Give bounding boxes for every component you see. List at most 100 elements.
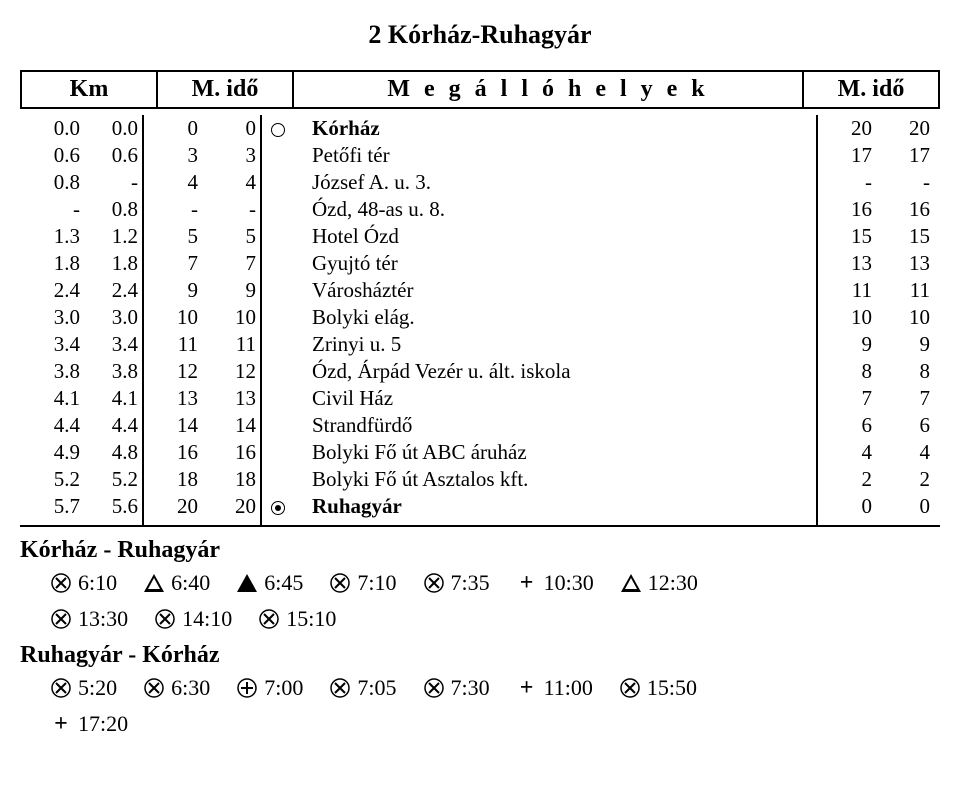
time-text: 15:50: [647, 675, 697, 701]
stop-marker-icon: [261, 385, 294, 412]
col-m4: 16: [876, 196, 940, 223]
times-row: +17:20: [50, 711, 940, 737]
circle-plus-icon: [236, 677, 258, 699]
col-m2: 9: [202, 277, 261, 304]
col-m3: 13: [817, 250, 876, 277]
col-m3: 7: [817, 385, 876, 412]
time-item: 7:05: [329, 675, 396, 701]
col-m3: 15: [817, 223, 876, 250]
col-m1: 13: [143, 385, 202, 412]
col-km2: 5.6: [84, 493, 143, 526]
section-rg-kh-times: 5:206:307:007:057:30+11:0015:50+17:20: [20, 675, 940, 737]
col-m3: 16: [817, 196, 876, 223]
table-row: 0.8-44József A. u. 3.--: [20, 169, 940, 196]
col-km1: 0.0: [20, 115, 84, 142]
time-item: +10:30: [516, 570, 594, 596]
time-text: 13:30: [78, 606, 128, 632]
col-m4: 20: [876, 115, 940, 142]
plus-icon: +: [516, 677, 538, 699]
time-item: 6:45: [236, 570, 303, 596]
col-m3: 20: [817, 115, 876, 142]
table-row: 0.00.000Kórház2020: [20, 115, 940, 142]
stop-marker-icon: [261, 115, 294, 142]
col-km2: 3.0: [84, 304, 143, 331]
stop-name: Bolyki Fő út Asztalos kft.: [294, 466, 817, 493]
col-km1: 5.7: [20, 493, 84, 526]
times-row: 13:30 14:10 15:10: [50, 606, 940, 632]
col-m4: 11: [876, 277, 940, 304]
hammers-icon: [50, 608, 72, 630]
col-m1: 3: [143, 142, 202, 169]
col-km1: 3.0: [20, 304, 84, 331]
col-m3: -: [817, 169, 876, 196]
col-km2: 0.8: [84, 196, 143, 223]
stop-marker-icon: [261, 304, 294, 331]
stop-marker-icon: [261, 331, 294, 358]
col-m4: 15: [876, 223, 940, 250]
hammers-icon: [143, 677, 165, 699]
col-km1: 4.1: [20, 385, 84, 412]
col-m2: 13: [202, 385, 261, 412]
table-row: 3.83.81212Ózd, Árpád Vezér u. ált. iskol…: [20, 358, 940, 385]
col-km1: 5.2: [20, 466, 84, 493]
time-item: 7:30: [423, 675, 490, 701]
col-m4: 7: [876, 385, 940, 412]
stop-name: Zrinyi u. 5: [294, 331, 817, 358]
table-row: 4.44.41414Strandfürdő66: [20, 412, 940, 439]
time-item: 5:20: [50, 675, 117, 701]
hammers-icon: [154, 608, 176, 630]
time-item: 6:10: [50, 570, 117, 596]
col-m4: 6: [876, 412, 940, 439]
triangle-open-icon: [620, 572, 642, 594]
stop-name: Civil Ház: [294, 385, 817, 412]
time-item: 6:30: [143, 675, 210, 701]
col-m3: 2: [817, 466, 876, 493]
time-text: 5:20: [78, 675, 117, 701]
col-m4: 13: [876, 250, 940, 277]
table-row: 5.75.62020Ruhagyár00: [20, 493, 940, 526]
stop-marker-icon: [261, 277, 294, 304]
col-m2: -: [202, 196, 261, 223]
col-m3: 6: [817, 412, 876, 439]
triangle-solid-icon: [236, 572, 258, 594]
time-text: 14:10: [182, 606, 232, 632]
col-m3: 9: [817, 331, 876, 358]
time-text: 7:30: [451, 675, 490, 701]
stop-marker-icon: [261, 142, 294, 169]
col-m4: 0: [876, 493, 940, 526]
stop-marker-icon: [261, 412, 294, 439]
col-km2: 3.4: [84, 331, 143, 358]
stop-name: Városháztér: [294, 277, 817, 304]
table-row: 4.94.81616Bolyki Fő út ABC áruház44: [20, 439, 940, 466]
col-m4: -: [876, 169, 940, 196]
col-km2: -: [84, 169, 143, 196]
col-m3: 8: [817, 358, 876, 385]
col-km1: 4.9: [20, 439, 84, 466]
header-mido-right: M. idő: [803, 71, 939, 108]
col-m3: 4: [817, 439, 876, 466]
schedule-title: 2 Kórház-Ruhagyár: [20, 20, 940, 50]
col-m3: 17: [817, 142, 876, 169]
time-text: 17:20: [78, 711, 128, 737]
col-m1: 7: [143, 250, 202, 277]
stop-name: Ruhagyár: [294, 493, 817, 526]
col-km2: 2.4: [84, 277, 143, 304]
time-item: 12:30: [620, 570, 698, 596]
col-km2: 4.8: [84, 439, 143, 466]
col-m2: 3: [202, 142, 261, 169]
col-m1: 10: [143, 304, 202, 331]
header-mido-left: M. idő: [157, 71, 293, 108]
table-row: 1.81.877Gyujtó tér1313: [20, 250, 940, 277]
table-row: 5.25.21818Bolyki Fő út Asztalos kft.22: [20, 466, 940, 493]
stop-name: Ózd, Árpád Vezér u. ált. iskola: [294, 358, 817, 385]
col-m1: 16: [143, 439, 202, 466]
stop-name: Bolyki Fő út ABC áruház: [294, 439, 817, 466]
plus-icon: +: [516, 572, 538, 594]
time-text: 15:10: [286, 606, 336, 632]
hammers-icon: [619, 677, 641, 699]
time-text: 7:05: [357, 675, 396, 701]
time-item: +11:00: [516, 675, 593, 701]
col-m1: 14: [143, 412, 202, 439]
stop-marker-icon: [261, 223, 294, 250]
stop-marker-icon: [261, 493, 294, 526]
